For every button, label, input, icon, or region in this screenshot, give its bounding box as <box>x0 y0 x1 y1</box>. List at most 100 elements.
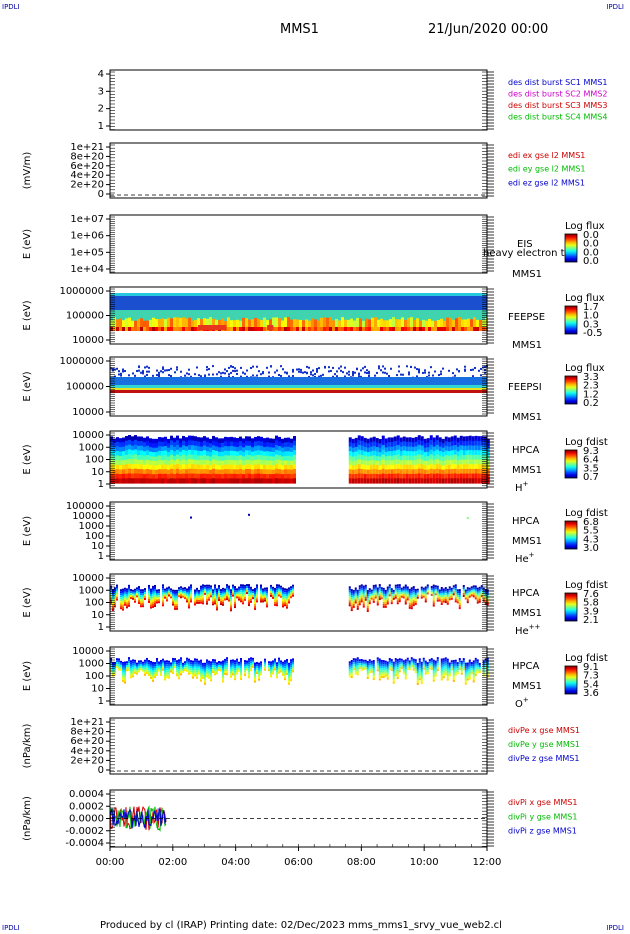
spectrogram-cell <box>128 463 131 470</box>
spectrogram-cell <box>116 584 118 587</box>
spectrogram-cell <box>402 594 405 597</box>
spectrogram-cell <box>348 446 352 452</box>
spectrogram-cell <box>484 666 487 669</box>
spectrogram-cell <box>221 469 224 475</box>
spectrogram-cell <box>252 659 254 662</box>
spectrogram-cell <box>384 442 388 448</box>
spectrogram-cell <box>282 603 284 606</box>
spectrogram-cell <box>454 596 457 599</box>
spectrogram-cell <box>248 672 250 675</box>
spectrogram-cell <box>381 445 385 451</box>
spectrogram-cell <box>224 450 227 456</box>
spectrogram-cell <box>128 586 130 589</box>
spectrogram-cell <box>190 660 192 663</box>
spectrogram-cell <box>275 454 278 460</box>
spectrogram-cell <box>272 592 274 595</box>
spectrogram-cell <box>453 440 457 446</box>
spectrogram-cell <box>456 601 459 604</box>
spectrogram-cell <box>216 600 218 603</box>
spectrogram-cell <box>166 670 168 673</box>
spectrogram-cell <box>245 473 248 479</box>
spectrogram-cell <box>162 658 164 661</box>
spectrogram-cell <box>226 592 228 595</box>
spectrogram-cell <box>390 590 393 593</box>
spectrogram-cell <box>348 460 352 466</box>
spectrogram-cell <box>292 668 294 671</box>
spectrogram-cell <box>142 603 144 606</box>
y-tick-label: 1 <box>98 551 104 562</box>
spectrogram-cell <box>114 589 116 592</box>
spectrogram-cell <box>450 473 454 479</box>
spectrogram-cell <box>110 599 112 602</box>
spectrogram-cell <box>275 473 278 479</box>
spectrogram-cell <box>288 678 290 681</box>
spectrogram-cell <box>436 593 439 596</box>
spectrogram-cell <box>432 661 435 664</box>
spectrogram-cell <box>239 445 242 452</box>
spectrogram-cell <box>176 603 178 606</box>
spectrogram-cell <box>293 459 296 465</box>
spectrogram-cell <box>284 455 287 462</box>
spectrogram-cell <box>464 369 466 372</box>
spectrogram-cell <box>200 663 202 666</box>
spectrogram-cell <box>222 662 224 665</box>
spacecraft-label: MMS1 <box>512 340 542 351</box>
spectrogram-cell <box>432 442 436 448</box>
spectrogram-cell <box>164 455 167 461</box>
spectrogram-cell <box>292 590 294 593</box>
spectrogram-cell <box>196 587 198 590</box>
spectrogram-cell <box>360 454 364 461</box>
spectrogram-cell <box>398 658 401 661</box>
spectrogram-cell <box>278 661 280 664</box>
spectrogram-cell <box>382 674 385 677</box>
spectrogram-cell <box>232 584 234 587</box>
spectrogram-cell <box>376 371 378 374</box>
spectrogram-cell <box>437 319 440 330</box>
spectrogram-cell <box>116 478 119 484</box>
spectrogram-cell <box>218 669 220 672</box>
spectrogram-cell <box>461 327 464 331</box>
spectrogram-cell <box>110 327 113 331</box>
spectrogram-cell <box>474 468 478 475</box>
spectrogram-cell <box>162 660 164 663</box>
spectrogram-cell <box>270 592 272 595</box>
spectrogram-cell <box>126 596 128 599</box>
spectrogram-cell <box>362 593 365 596</box>
spectrogram-cell <box>292 662 294 665</box>
spectrogram-cell <box>441 452 445 458</box>
spectrogram-cell <box>125 436 128 442</box>
y-tick-label: 10000 <box>72 335 104 346</box>
spectrogram-cell <box>206 594 208 597</box>
spectrogram-cell <box>128 661 130 664</box>
spectrogram-cell <box>440 327 443 331</box>
date-title: 21/Jun/2020 00:00 <box>428 22 549 37</box>
spectrogram-cell <box>186 592 188 595</box>
spectrogram-cell <box>417 463 421 470</box>
spectrogram-cell <box>358 665 361 668</box>
spectrogram-cell <box>465 473 469 479</box>
spectrogram-cell <box>288 676 290 679</box>
spectrogram-cell <box>348 590 351 593</box>
spectrogram-cell <box>354 451 358 457</box>
spectrogram-cell <box>408 478 412 484</box>
spectrogram-cell <box>124 669 126 672</box>
spectrogram-cell <box>202 672 204 675</box>
spectrogram-cell <box>227 469 230 475</box>
spectrogram-cell <box>238 667 240 670</box>
spectrogram-cell <box>476 593 479 596</box>
spectrogram-cell <box>130 674 132 677</box>
spectrogram-cell <box>280 664 282 667</box>
spectrogram-cell <box>465 454 469 461</box>
spectrogram-cell <box>142 669 144 672</box>
spectrogram-cell <box>462 455 466 461</box>
spectrogram-cell <box>422 659 425 662</box>
spectrogram-cell <box>426 672 429 675</box>
spectrogram-cell <box>132 661 134 664</box>
spectrogram-cell <box>452 677 455 680</box>
spectrogram-cell <box>286 670 288 673</box>
spectrogram-cell <box>244 598 246 601</box>
spectrogram-cell <box>124 679 126 682</box>
colorbar-tick-label: 5.5 <box>583 526 599 537</box>
spectrogram-cell <box>174 666 176 669</box>
spectrogram-cell <box>272 469 275 475</box>
